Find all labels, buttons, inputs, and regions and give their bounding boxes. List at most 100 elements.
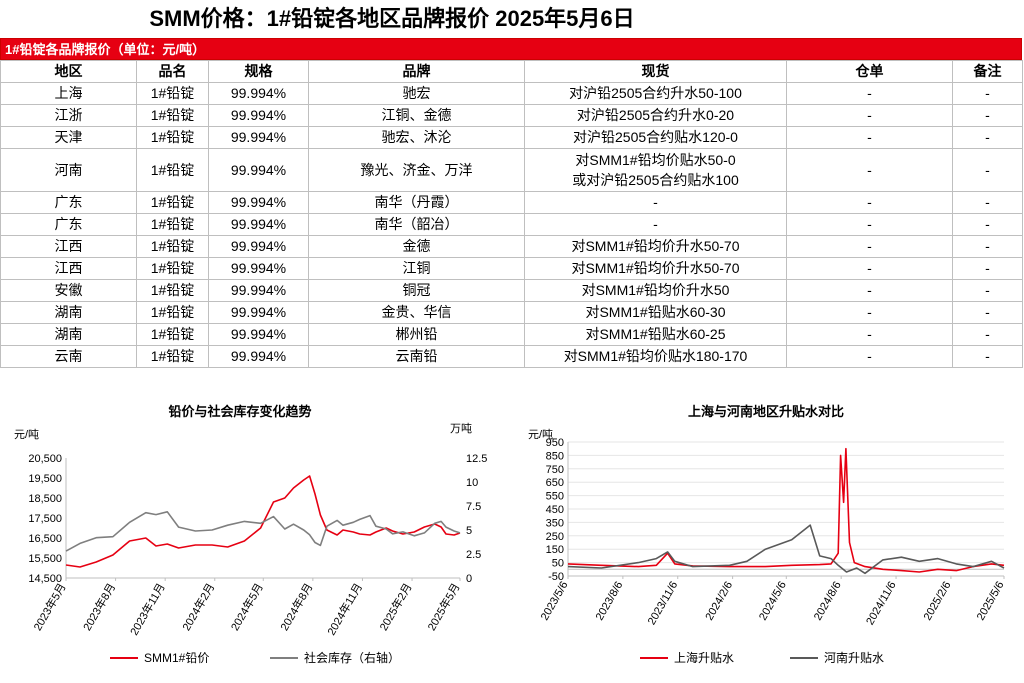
y-tick-label: 350 xyxy=(546,517,564,529)
y2-tick-label: 5 xyxy=(466,525,472,537)
cell-brand: 江铜 xyxy=(308,257,525,280)
spot-line: 对SMM1#铅均价升水50-70 xyxy=(571,238,740,254)
cell-spec: 99.994% xyxy=(208,213,309,236)
cell-warrant: - xyxy=(786,323,953,346)
cell-spec: 99.994% xyxy=(208,126,309,149)
cell-spot: 对SMM1#铅贴水60-30 xyxy=(524,301,787,324)
cell-note: - xyxy=(952,279,1023,302)
series-line-1 xyxy=(567,447,1005,573)
cell-note: - xyxy=(952,235,1023,258)
cell-brand: 金德 xyxy=(308,235,525,258)
table-row: 天津 1#铅锭 99.994% 驰宏、沐沦 对沪铅2505合约贴水120-0 - - xyxy=(0,126,1023,149)
cell-product: 1#铅锭 xyxy=(136,191,209,214)
cell-note: - xyxy=(952,345,1023,368)
y-tick-label: 50 xyxy=(552,558,564,570)
cell-brand: 铜冠 xyxy=(308,279,525,302)
y-tick-label: 14,500 xyxy=(28,573,62,585)
cell-spot: 对SMM1#铅均价升水50-70 xyxy=(524,257,787,280)
table-row: 安徽 1#铅锭 99.994% 铜冠 对SMM1#铅均价升水50 - - xyxy=(0,279,1023,302)
cell-product: 1#铅锭 xyxy=(136,213,209,236)
table-banner: 1#铅锭各品牌报价（单位：元/吨） xyxy=(0,38,1022,60)
y2-tick-label: 12.5 xyxy=(466,453,487,465)
cell-spot: 对沪铅2505合约升水0-20 xyxy=(524,104,787,127)
table-row: 云南 1#铅锭 99.994% 云南铅 对SMM1#铅均价贴水180-170 - - xyxy=(0,345,1023,368)
cell-warrant: - xyxy=(786,148,953,192)
cell-note: - xyxy=(952,257,1023,280)
table-row: 河南 1#铅锭 99.994% 豫光、济金、万洋 对SMM1#铅均价贴水50-0 或对沪铅… xyxy=(0,148,1023,192)
x-tick-label: 2023/5/6 xyxy=(539,580,571,623)
x-tick-label: 2023/11/6 xyxy=(646,580,680,628)
y-tick-label: 20,500 xyxy=(28,453,62,465)
y-tick-label: 550 xyxy=(546,491,564,503)
cell-brand: 南华（韶冶） xyxy=(308,213,525,236)
cell-spec: 99.994% xyxy=(208,345,309,368)
cell-warrant: - xyxy=(786,104,953,127)
y2-tick-label: 0 xyxy=(466,573,472,585)
x-tick-label: 2023/8/6 xyxy=(594,580,626,623)
cell-note: - xyxy=(952,191,1023,214)
cell-product: 1#铅锭 xyxy=(136,126,209,149)
y2-axis-label: 万吨 xyxy=(450,422,472,435)
cell-spec: 99.994% xyxy=(208,148,309,192)
series-line-2 xyxy=(567,524,1005,575)
col-header-product: 品名 xyxy=(136,60,209,83)
y2-tick-label: 2.5 xyxy=(466,549,481,561)
x-tick-label: 2024/11/6 xyxy=(864,580,898,628)
spot-line: 或对沪铅2505合约贴水100 xyxy=(572,172,739,188)
table-header-row: 地区 品名 规格 品牌 现货 仓单 备注 xyxy=(0,60,1023,83)
page-title: SMM价格：1#铅锭各地区品牌报价 2025年5月6日 xyxy=(149,6,635,31)
spot-line: - xyxy=(653,216,658,232)
y-axis-label: 元/吨 xyxy=(528,428,553,441)
x-tick-label: 2024/2/6 xyxy=(703,580,735,623)
cell-warrant: - xyxy=(786,213,953,236)
cell-region: 云南 xyxy=(0,345,137,368)
cell-brand: 江铜、金德 xyxy=(308,104,525,127)
x-tick-label: 2024/8/6 xyxy=(812,580,844,623)
series-line-1 xyxy=(65,475,461,568)
cell-spec: 99.994% xyxy=(208,257,309,280)
lead-price-inventory-chart: 铅价与社会库存变化趋势 元/吨 万吨 14,500 15,500 16,500 17,500… xyxy=(0,396,500,678)
x-tick-label: 2023年8月 xyxy=(80,581,118,634)
cell-warrant: - xyxy=(786,257,953,280)
legend-label: 上海升贴水 xyxy=(674,650,734,665)
cell-note: - xyxy=(952,104,1023,127)
y-tick-label: -50 xyxy=(548,571,564,583)
y-tick-label: 16,500 xyxy=(28,533,62,545)
cell-spot: 对沪铅2505合约升水50-100 xyxy=(524,82,787,105)
spot-line: 对沪铅2505合约贴水120-0 xyxy=(573,129,738,145)
spot-line: 对SMM1#铅均价升水50-70 xyxy=(571,260,740,276)
col-header-warrant: 仓单 xyxy=(786,60,953,83)
cell-product: 1#铅锭 xyxy=(136,323,209,346)
table-row: 广东 1#铅锭 99.994% 南华（丹霞） - - - xyxy=(0,191,1023,214)
cell-region: 安徽 xyxy=(0,279,137,302)
cell-product: 1#铅锭 xyxy=(136,257,209,280)
cell-product: 1#铅锭 xyxy=(136,279,209,302)
x-tick-label: 2024/5/6 xyxy=(757,580,789,623)
cell-brand: 驰宏 xyxy=(308,82,525,105)
cell-region: 天津 xyxy=(0,126,137,149)
cell-spec: 99.994% xyxy=(208,279,309,302)
cell-product: 1#铅锭 xyxy=(136,104,209,127)
y-tick-label: 17,500 xyxy=(28,513,62,525)
cell-region: 湖南 xyxy=(0,301,137,324)
spot-line: 对SMM1#铅贴水60-30 xyxy=(585,304,726,320)
x-tick-label: 2025/2/6 xyxy=(922,580,954,623)
cell-spot: - xyxy=(524,213,787,236)
cell-brand: 金贵、华信 xyxy=(308,301,525,324)
cell-note: - xyxy=(952,148,1023,192)
table-row: 湖南 1#铅锭 99.994% 金贵、华信 对SMM1#铅贴水60-30 - - xyxy=(0,301,1023,324)
cell-region: 广东 xyxy=(0,191,137,214)
y-tick-label: 18,500 xyxy=(28,493,62,505)
table-row: 江西 1#铅锭 99.994% 江铜 对SMM1#铅均价升水50-70 - - xyxy=(0,257,1023,280)
col-header-note: 备注 xyxy=(952,60,1023,83)
spot-line: 对沪铅2505合约升水0-20 xyxy=(576,107,735,123)
x-tick-label: 2024年8月 xyxy=(277,581,315,634)
x-tick-label: 2025年2月 xyxy=(376,581,414,634)
cell-brand: 南华（丹霞） xyxy=(308,191,525,214)
cell-spot: 对SMM1#铅贴水60-25 xyxy=(524,323,787,346)
cell-brand: 云南铅 xyxy=(308,345,525,368)
cell-spec: 99.994% xyxy=(208,104,309,127)
x-tick-label: 2023年11月 xyxy=(127,581,168,638)
cell-spot: 对SMM1#铅均价升水50-70 xyxy=(524,235,787,258)
